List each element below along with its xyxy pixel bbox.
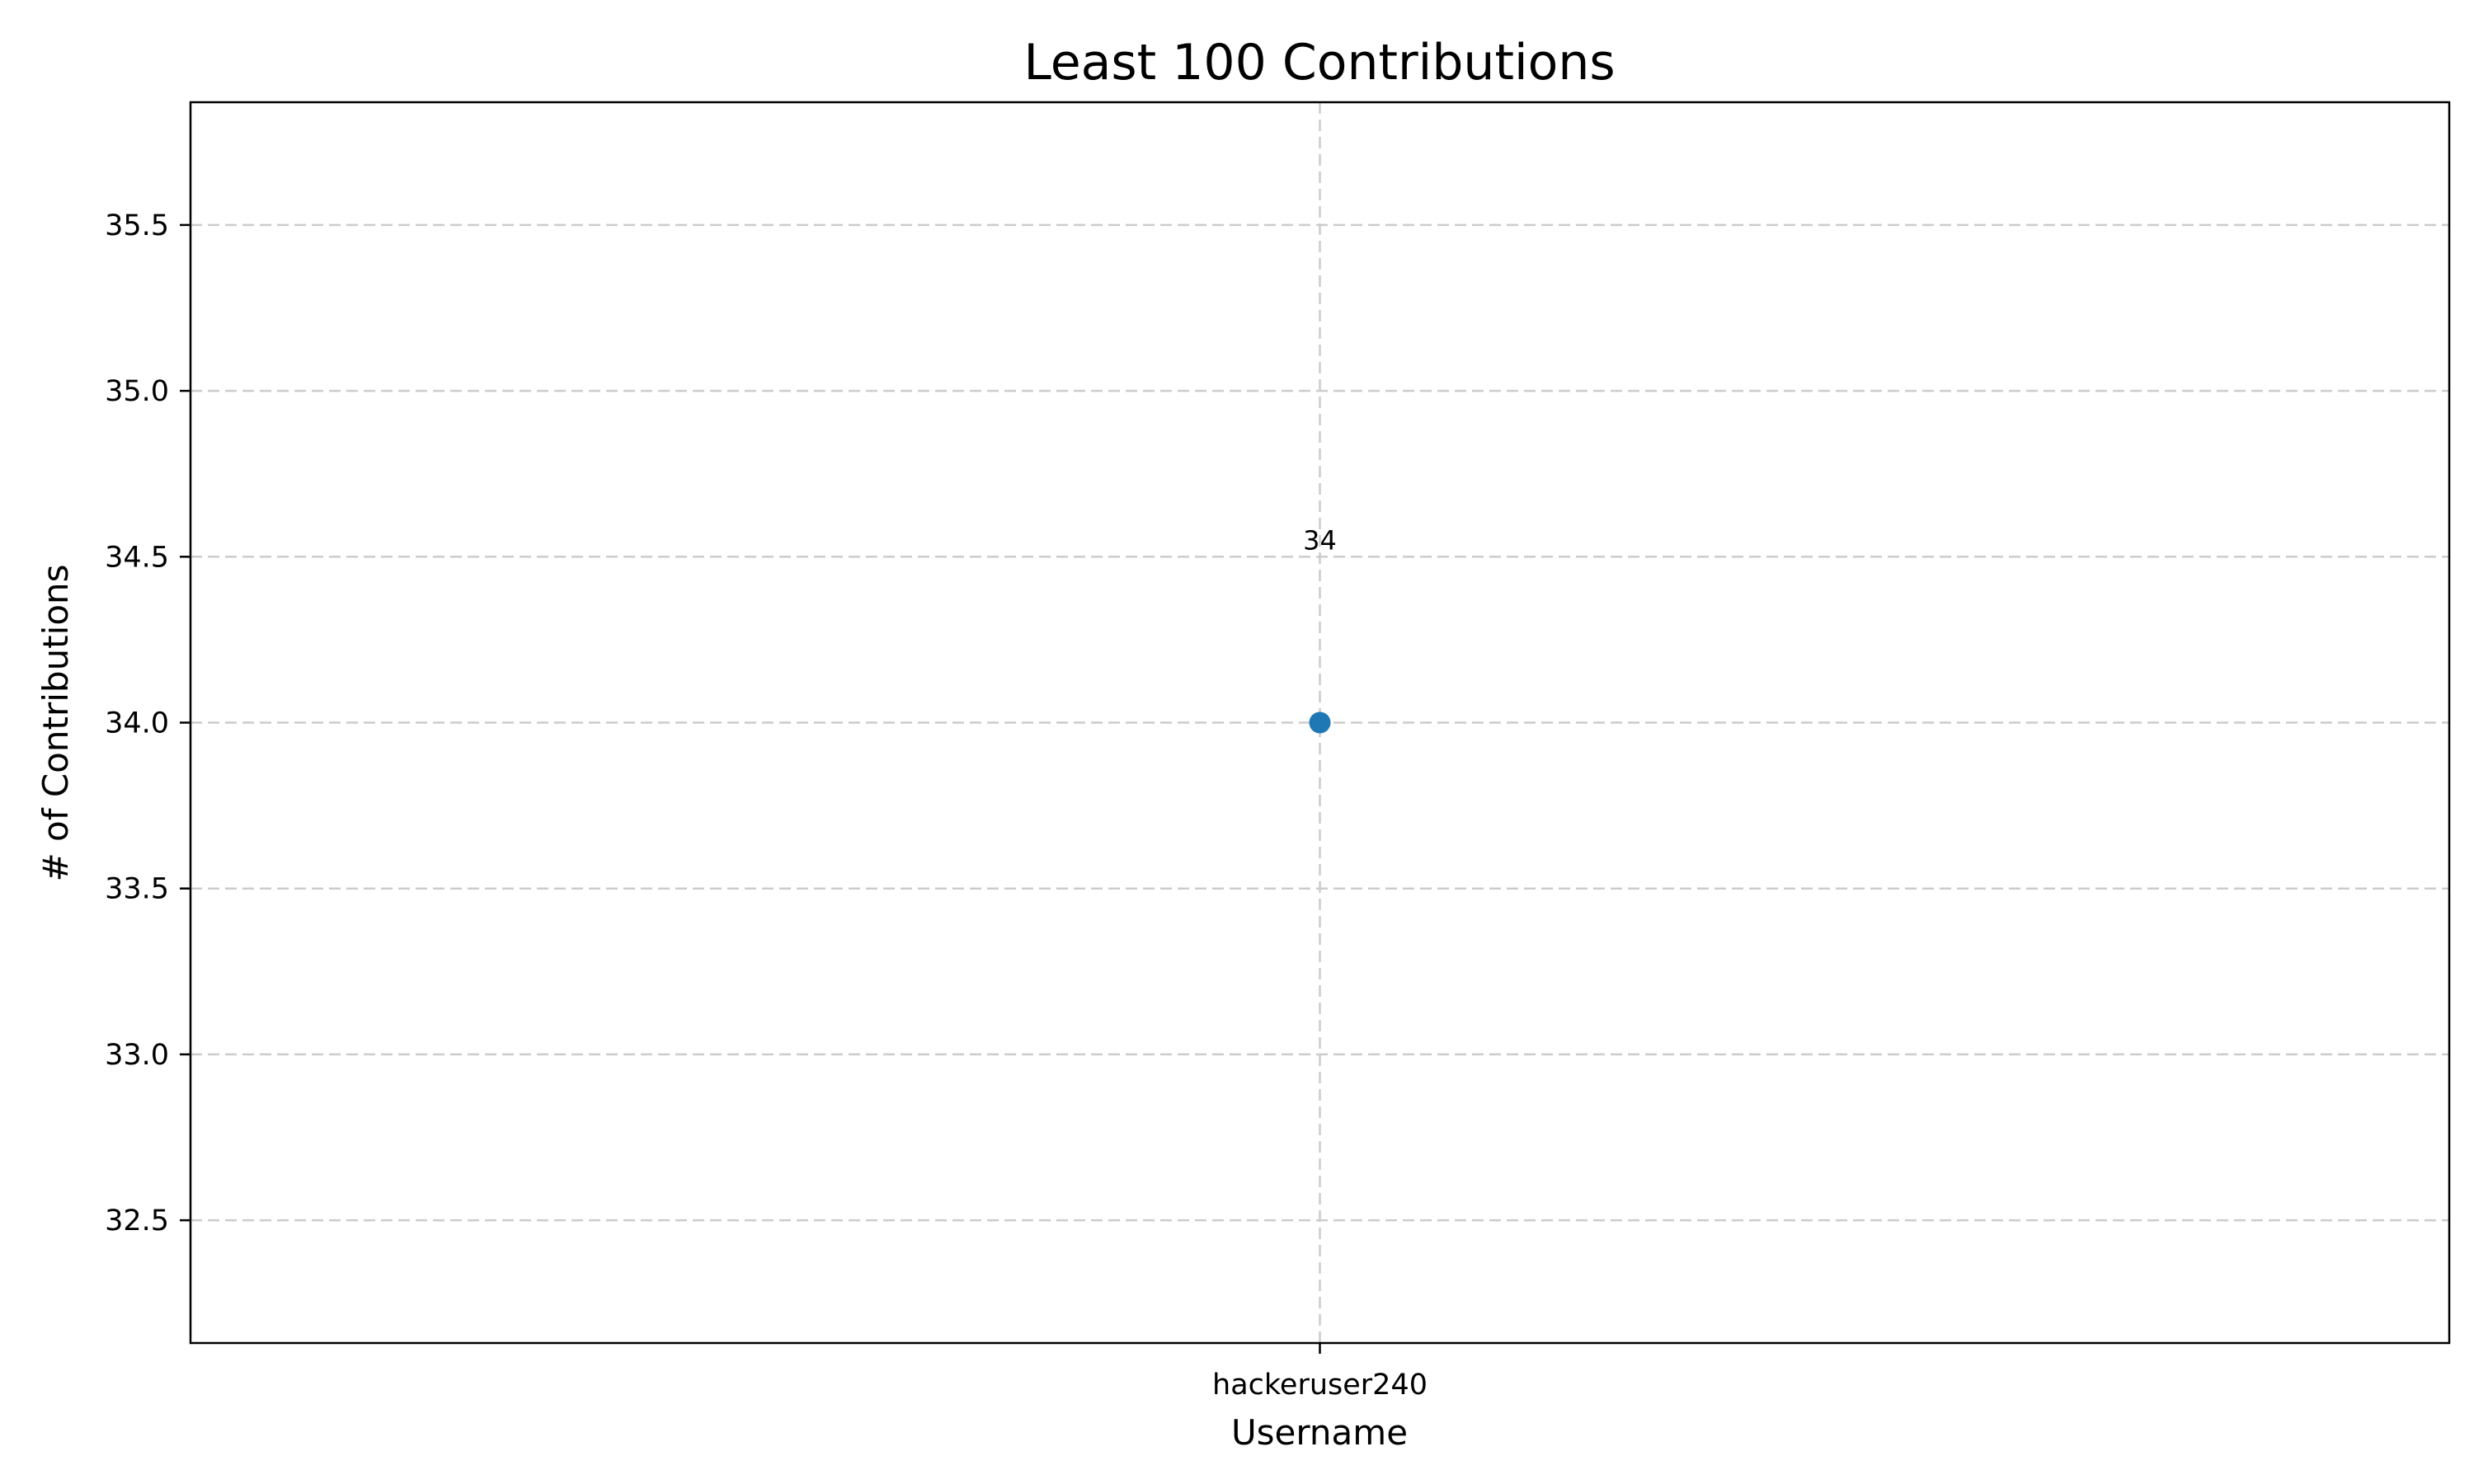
chart-title: Least 100 Contributions [1023, 34, 1615, 92]
data-label: 34 [1303, 525, 1337, 556]
x-axis-label: Username [1231, 1412, 1408, 1453]
y-tick-label: 34.0 [105, 707, 169, 740]
y-tick-label: 35.0 [105, 375, 169, 408]
y-tick-label: 34.5 [105, 541, 169, 574]
data-labels: 34 [1303, 525, 1337, 556]
ticks: 32.5 33.0 33.5 34.0 34.5 35.0 35.5 hackeruser24… [105, 209, 1427, 1402]
data-points [1309, 711, 1331, 734]
y-tick-label: 33.0 [105, 1039, 169, 1072]
y-axis-label: # of Contributions [35, 564, 76, 881]
data-point [1309, 711, 1331, 734]
y-tick-label: 32.5 [105, 1205, 169, 1237]
plot-frame [189, 101, 2451, 1345]
y-tick-label: 33.5 [105, 873, 169, 906]
x-tick-label: hackeruser240 [1212, 1369, 1427, 1402]
y-tick-label: 35.5 [105, 209, 169, 242]
